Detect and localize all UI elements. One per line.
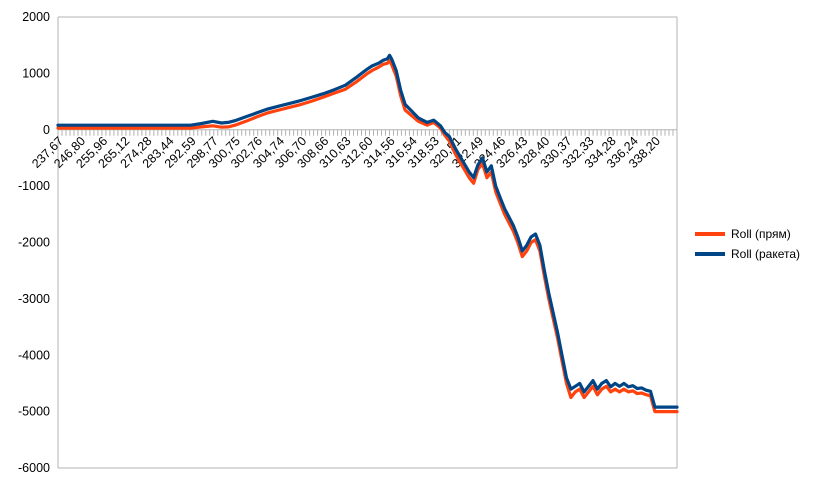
series-line-0 bbox=[56, 58, 679, 414]
y-axis: 2000 1000 0 -1000 -2000 -3000 -4000 -5000 -6000 bbox=[18, 10, 50, 475]
series-layer bbox=[56, 53, 679, 414]
legend-label-roll-direct: Roll (прям) bbox=[731, 227, 791, 241]
y-tick-label: -4000 bbox=[18, 348, 50, 362]
legend-item-roll-direct: Roll (прям) bbox=[695, 224, 800, 244]
y-tick-label: 0 bbox=[43, 123, 50, 137]
legend-item-roll-rocket: Roll (ракета) bbox=[695, 244, 800, 264]
series-line-1 bbox=[56, 53, 679, 409]
legend: Roll (прям) Roll (ракета) bbox=[695, 224, 800, 264]
y-tick-label: -1000 bbox=[18, 179, 50, 193]
y-tick-label: -3000 bbox=[18, 292, 50, 306]
y-tick-label: 1000 bbox=[22, 66, 50, 80]
y-tick-label: -2000 bbox=[18, 236, 50, 250]
legend-swatch-roll-rocket bbox=[695, 252, 725, 256]
legend-label-roll-rocket: Roll (ракета) bbox=[731, 247, 801, 261]
y-tick-label: -6000 bbox=[18, 461, 50, 475]
legend-swatch-roll-direct bbox=[695, 232, 725, 236]
y-tick-label: 2000 bbox=[22, 10, 50, 24]
x-axis: 237,67246,80255,96265,12274,28283,44292,… bbox=[29, 129, 678, 171]
y-tick-label: -5000 bbox=[18, 405, 50, 419]
